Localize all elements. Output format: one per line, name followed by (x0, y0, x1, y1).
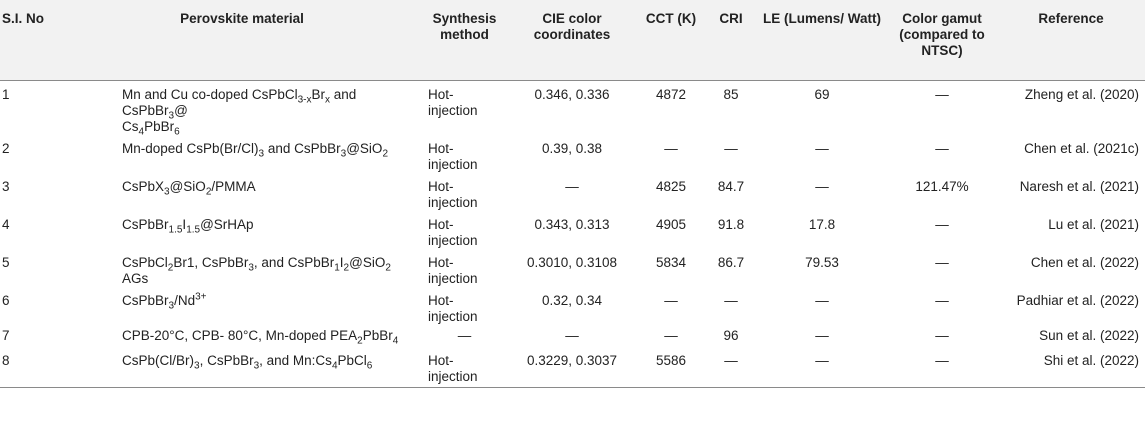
table-row: 4 CsPbBr1.5I1.5@SrHAp Hot-injection 0.34… (0, 211, 1145, 249)
cell-reference: Lu et al. (2021) (1048, 216, 1139, 232)
header-synthesis: Synthesis method (422, 0, 507, 81)
cell-le: 69 (814, 86, 830, 102)
cell-gamut: — (935, 140, 949, 156)
cell-cri: — (705, 349, 757, 388)
cell-gamut: — (887, 349, 997, 388)
table-row: 3 CsPbX3@SiO2/PMMA Hot-injection — 4825 … (0, 173, 1145, 211)
cell-cri: 91.8 (717, 216, 745, 232)
cell-reference: Chen et al. (2022) (1030, 254, 1139, 270)
cell-gamut: — (935, 216, 949, 232)
cell-cri: 86.7 (717, 254, 745, 270)
header-material: Perovskite material (62, 0, 422, 81)
cell-gamut: — (935, 292, 949, 308)
cell-le: — (815, 327, 829, 343)
cell-sl: 2 (2, 140, 10, 156)
cell-cct: 4825 (655, 178, 687, 194)
cell-material: CsPbCl2Br1, CsPbBr3, and CsPbBr1I2@SiO2 … (122, 254, 391, 286)
header-reference: Reference (997, 0, 1145, 81)
table-row: 6 CsPbBr3/Nd3+ Hot-injection 0.32, 0.34 … (0, 287, 1145, 325)
cell-sl: 3 (2, 178, 10, 194)
cell-reference: Shi et al. (2022) (997, 349, 1145, 388)
cell-reference: Padhiar et al. (2022) (1016, 292, 1139, 308)
cell-gamut: 121.47% (915, 178, 969, 194)
cell-sl: 6 (2, 292, 10, 308)
header-gamut: Color gamut (compared to NTSC) (887, 0, 997, 81)
cell-material: Mn and Cu co-doped CsPbCl3-xBrx and CsPb… (122, 86, 357, 138)
cell-le: 79.53 (805, 254, 839, 270)
cell-cie: — (565, 327, 579, 343)
cell-cie: — (565, 178, 579, 194)
header-cri: CRI (705, 0, 757, 81)
cell-sl: 4 (2, 216, 10, 232)
cell-le: — (815, 140, 829, 156)
cell-cct: 5834 (655, 254, 687, 270)
cell-synthesis: Hot-injection (428, 292, 478, 324)
cell-cct: 4905 (655, 216, 687, 232)
cell-cri: 96 (723, 327, 739, 343)
cell-material: CPB-20°C, CPB- 80°C, Mn-doped PEA2PbBr4 (122, 327, 399, 347)
cell-cct: 5586 (637, 349, 705, 388)
cell-material: CsPbX3@SiO2/PMMA (122, 178, 256, 198)
cell-gamut: — (935, 86, 949, 102)
header-cct: CCT (K) (637, 0, 705, 81)
cell-synthesis: Hot-injection (428, 178, 478, 210)
perovskite-table: S.I. No Perovskite material Synthesis me… (0, 0, 1145, 388)
cell-sl: 8 (0, 349, 62, 388)
table-row: 8 CsPb(Cl/Br)3, CsPbBr3, and Mn:Cs4PbCl6… (0, 349, 1145, 388)
cell-material: CsPbBr3/Nd3+ (122, 291, 207, 312)
cell-cie: 0.3010, 0.3108 (526, 254, 618, 270)
cell-cct: — (664, 292, 678, 308)
cell-reference: Zheng et al. (2020) (1024, 86, 1139, 102)
table-row: 5 CsPbCl2Br1, CsPbBr3, and CsPbBr1I2@SiO… (0, 249, 1145, 287)
cell-cie: 0.39, 0.38 (541, 140, 603, 156)
cell-cct: — (664, 140, 678, 156)
cell-le: — (757, 349, 887, 388)
cell-cct: 4872 (655, 86, 687, 102)
cell-synthesis: — (457, 327, 472, 343)
cell-le: — (815, 178, 829, 194)
table-row: 1 Mn and Cu co-doped CsPbCl3-xBrx and Cs… (0, 80, 1145, 138)
cell-cri: 85 (723, 86, 739, 102)
cell-synthesis: Hot-injection (428, 86, 478, 118)
cell-gamut: — (935, 254, 949, 270)
cell-cri: — (724, 292, 738, 308)
cell-gamut: — (935, 327, 949, 343)
header-sl: S.I. No (0, 0, 62, 81)
cell-material: CsPbBr1.5I1.5@SrHAp (122, 216, 254, 236)
cell-cie: 0.3229, 0.3037 (507, 349, 637, 388)
cell-cie: 0.343, 0.313 (534, 216, 610, 232)
cell-cie: 0.346, 0.336 (534, 86, 610, 102)
cell-material: Mn-doped CsPb(Br/Cl)3 and CsPbBr3@SiO2 (122, 140, 388, 160)
cell-le: — (815, 292, 829, 308)
table-row: 7 CPB-20°C, CPB- 80°C, Mn-doped PEA2PbBr… (0, 325, 1145, 350)
cell-cri: — (724, 140, 738, 156)
cell-reference: Chen et al. (2021c) (1024, 140, 1139, 156)
cell-sl: 1 (2, 86, 10, 102)
cell-synthesis: Hot-injection (428, 140, 478, 172)
cell-cct: — (664, 327, 678, 343)
cell-synthesis: Hot-injection (422, 349, 507, 388)
cell-sl: 5 (2, 254, 10, 270)
cell-cie: 0.32, 0.34 (541, 292, 603, 308)
cell-reference: Naresh et al. (2021) (1019, 178, 1139, 194)
cell-le: 17.8 (808, 216, 836, 232)
cell-sl: 7 (2, 327, 10, 343)
cell-cri: 84.7 (717, 178, 745, 194)
cell-reference: Sun et al. (2022) (1039, 327, 1139, 343)
cell-synthesis: Hot-injection (428, 254, 478, 286)
table-row: 2 Mn-doped CsPb(Br/Cl)3 and CsPbBr3@SiO2… (0, 135, 1145, 173)
cell-material: CsPb(Cl/Br)3, CsPbBr3, and Mn:Cs4PbCl6 (62, 349, 422, 388)
header-cie: CIE color coordinates (507, 0, 637, 81)
header-row: S.I. No Perovskite material Synthesis me… (0, 0, 1145, 81)
cell-synthesis: Hot-injection (428, 216, 478, 248)
header-le: LE (Lumens/ Watt) (757, 0, 887, 81)
